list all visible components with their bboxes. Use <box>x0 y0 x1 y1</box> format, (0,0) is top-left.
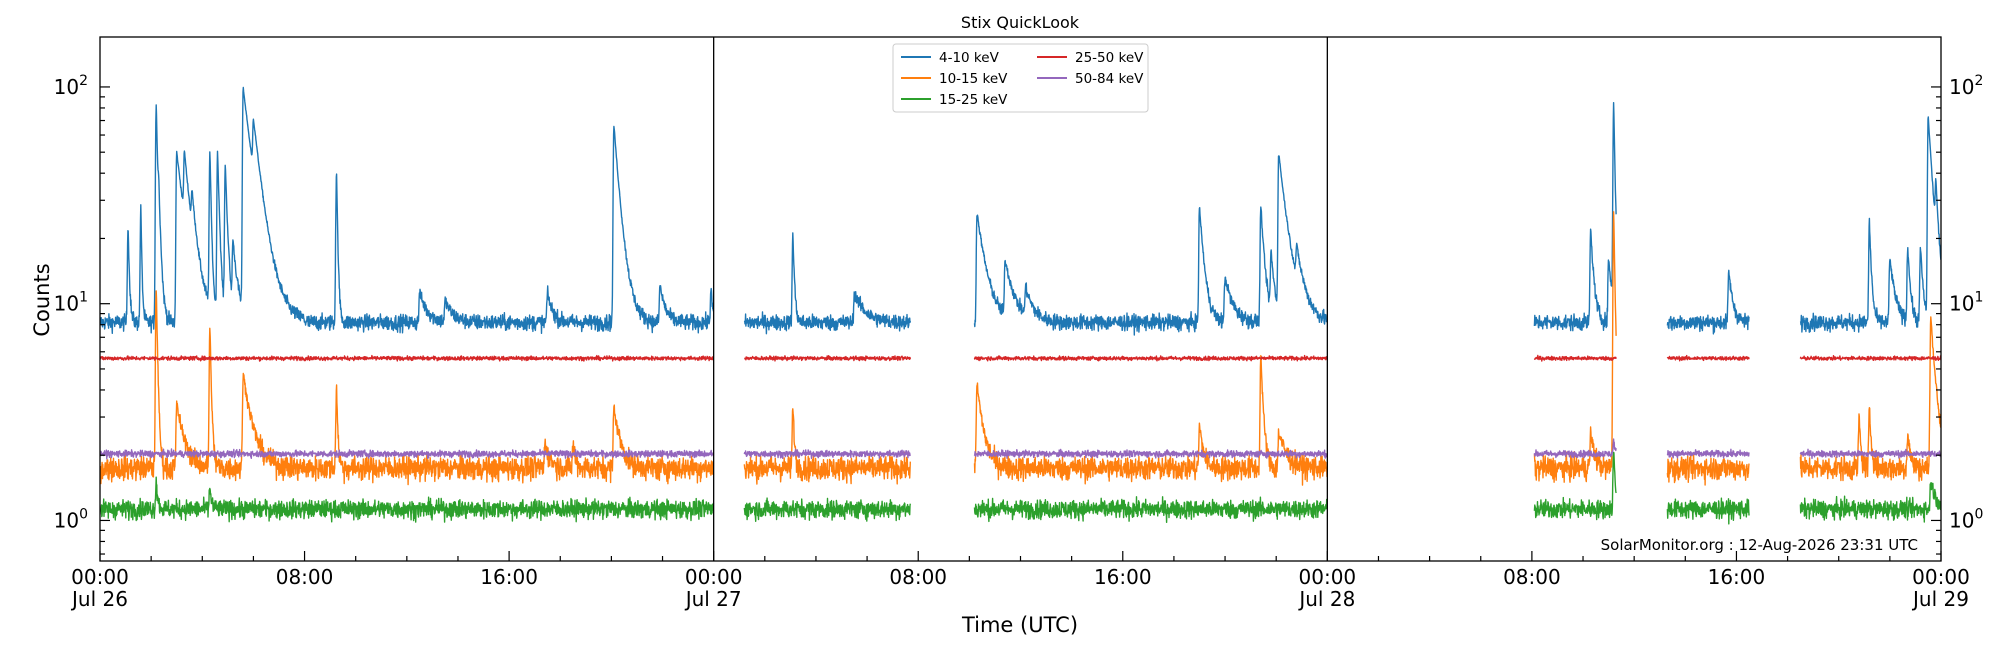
x-tick-label-date: Jul 28 <box>1297 587 1355 611</box>
x-tick-label-time: 16:00 <box>1094 565 1152 589</box>
chart-title: Stix QuickLook <box>961 13 1080 32</box>
series-line-15-25-keV <box>100 451 1941 525</box>
y-axis: 100 100 101 101 102 102 <box>54 73 1983 555</box>
y-tick-label-right: 101 <box>1949 290 1983 316</box>
series-line-10-15-keV <box>100 211 1941 486</box>
legend-label: 25-50 keV <box>1075 50 1144 66</box>
series-layer <box>100 86 1941 525</box>
x-tick-label-date: Jul 29 <box>1911 587 1969 611</box>
legend-box <box>892 43 1149 113</box>
x-tick-label-time: 00:00 <box>1299 565 1357 589</box>
legend-label: 50-84 keV <box>1075 71 1144 87</box>
x-tick-label-time: 08:00 <box>889 565 947 589</box>
y-axis-label: Counts <box>30 263 54 336</box>
legend-label: 15-25 keV <box>939 92 1008 108</box>
series-line-50-84-keV <box>100 438 1941 460</box>
x-tick-label-time: 00:00 <box>685 565 743 589</box>
legend-label: 4-10 keV <box>939 50 1000 66</box>
y-tick-label-right: 100 <box>1949 506 1983 532</box>
y-tick-label-left: 101 <box>54 290 88 316</box>
series-line-4-10-keV <box>100 86 1941 336</box>
x-axis-label: Time (UTC) <box>961 613 1078 637</box>
x-tick-label-date: Jul 27 <box>684 587 742 611</box>
footer-credit: SolarMonitor.org : 12-Aug-2026 23:31 UTC <box>1601 536 1918 554</box>
x-tick-label-time: 08:00 <box>1503 565 1561 589</box>
legend-label: 10-15 keV <box>939 71 1008 87</box>
y-tick-label-left: 100 <box>54 506 88 532</box>
x-tick-label-time: 16:00 <box>1708 565 1766 589</box>
day-dividers <box>713 37 1328 561</box>
x-tick-label-time: 08:00 <box>276 565 334 589</box>
series-line-25-50-keV <box>100 354 1941 362</box>
x-tick-label-time: 16:00 <box>480 565 538 589</box>
y-tick-label-left: 102 <box>54 73 88 99</box>
legend: 4-10 keV 10-15 keV 15-25 keV 25-50 keV 50-84… <box>892 43 1149 113</box>
x-tick-label-time: 00:00 <box>71 565 129 589</box>
x-tick-label-time: 00:00 <box>1912 565 1970 589</box>
x-tick-label-date: Jul 26 <box>70 587 128 611</box>
y-tick-label-right: 102 <box>1949 73 1983 99</box>
